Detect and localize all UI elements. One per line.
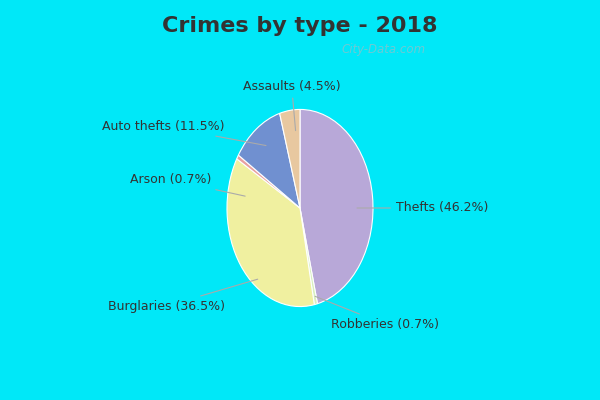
Text: Arson (0.7%): Arson (0.7%) bbox=[130, 173, 245, 196]
Wedge shape bbox=[280, 110, 300, 208]
Wedge shape bbox=[237, 155, 300, 208]
Wedge shape bbox=[238, 113, 300, 208]
Text: Thefts (46.2%): Thefts (46.2%) bbox=[357, 202, 488, 214]
Text: Burglaries (36.5%): Burglaries (36.5%) bbox=[108, 279, 258, 312]
Wedge shape bbox=[300, 208, 317, 305]
Wedge shape bbox=[300, 110, 373, 304]
Text: Robberies (0.7%): Robberies (0.7%) bbox=[315, 296, 439, 331]
Text: City-Data.com: City-Data.com bbox=[341, 42, 425, 56]
Text: Auto thefts (11.5%): Auto thefts (11.5%) bbox=[103, 120, 266, 146]
Text: Assaults (4.5%): Assaults (4.5%) bbox=[243, 80, 340, 131]
Text: Crimes by type - 2018: Crimes by type - 2018 bbox=[162, 16, 438, 36]
Wedge shape bbox=[227, 159, 314, 306]
